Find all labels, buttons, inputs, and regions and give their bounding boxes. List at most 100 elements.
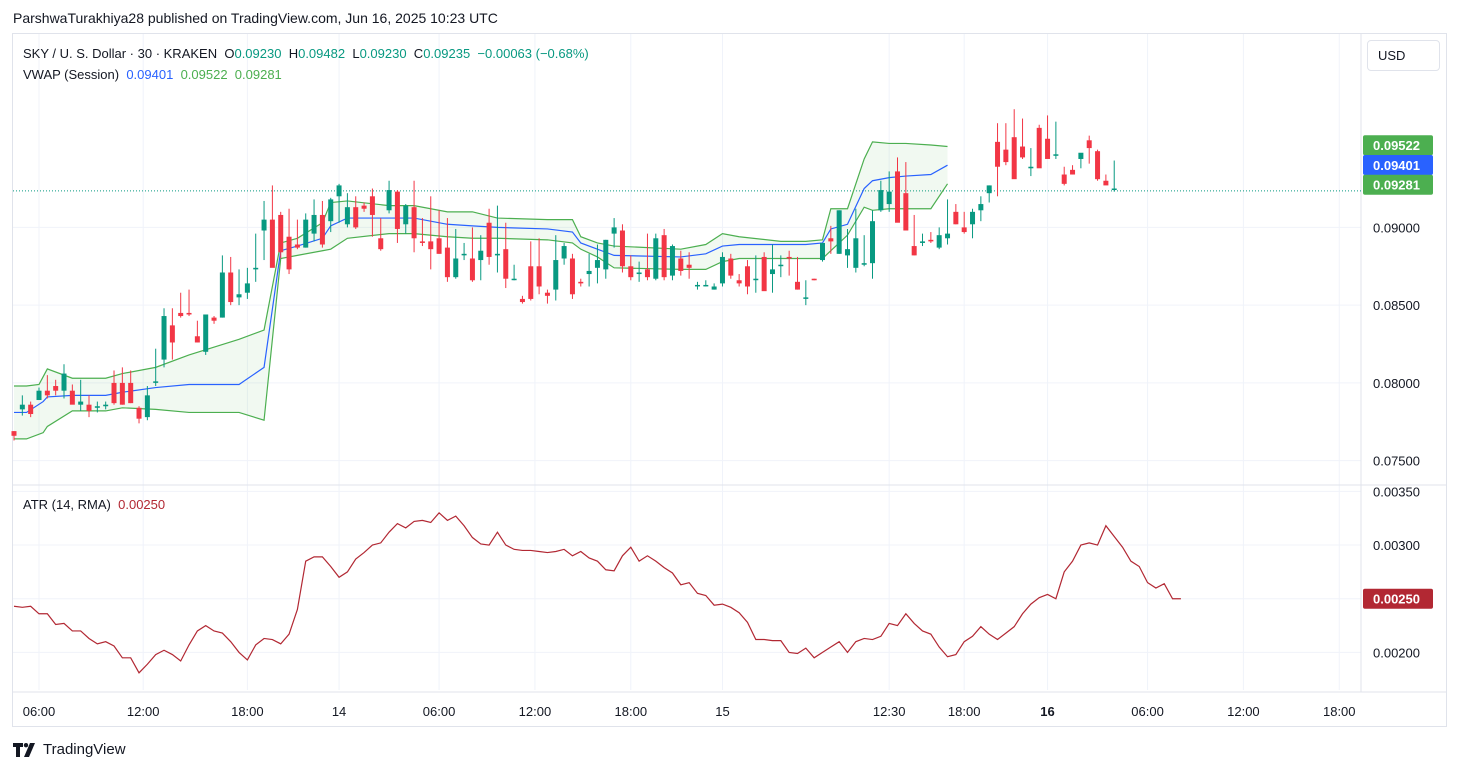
- candle-body: [86, 404, 92, 411]
- candle-body: [186, 312, 192, 315]
- candle-body: [219, 272, 225, 318]
- price-tag: 0.09281: [1373, 178, 1420, 193]
- vwap-legend: VWAP (Session) 0.09401 0.09522 0.09281: [23, 67, 282, 82]
- candle: [1028, 148, 1034, 177]
- candle-body: [978, 204, 984, 211]
- candle: [1045, 115, 1051, 159]
- candle: [769, 244, 775, 293]
- candle: [461, 242, 467, 261]
- candle: [278, 211, 284, 259]
- candle-body: [769, 269, 775, 275]
- atr-tick-label: 0.00200: [1373, 645, 1420, 660]
- candle-body: [144, 395, 150, 418]
- candle-body: [461, 253, 467, 256]
- candle-body: [803, 297, 809, 299]
- atr-tag: 0.00250: [1373, 592, 1420, 607]
- atr-label[interactable]: ATR (14, RMA): [23, 497, 111, 512]
- candle: [486, 208, 492, 265]
- candle-body: [1070, 169, 1076, 175]
- price-tick-label: 0.08000: [1373, 376, 1420, 391]
- time-tick-label: 15: [715, 704, 729, 719]
- candle: [494, 205, 500, 273]
- price-tag-bg: [1363, 135, 1433, 156]
- atr-tag-bg: [1363, 588, 1433, 609]
- candle: [1095, 149, 1101, 181]
- time-tick-label: 12:00: [1227, 704, 1260, 719]
- candle-body: [386, 190, 392, 211]
- candle-body: [928, 239, 934, 242]
- candle: [169, 308, 175, 360]
- candle: [469, 227, 475, 282]
- candle-body: [1020, 146, 1026, 158]
- candle: [661, 228, 667, 281]
- candle-body: [444, 247, 450, 278]
- candle: [819, 242, 825, 262]
- candle: [386, 180, 392, 214]
- candle: [1020, 118, 1026, 159]
- high-value: 0.09482: [298, 46, 346, 61]
- candle-body: [653, 238, 659, 279]
- vwap-upper-value: 0.09522: [180, 67, 228, 82]
- candle-body: [870, 221, 876, 264]
- candle-body: [578, 281, 584, 284]
- price-tag-bg: [1363, 155, 1433, 176]
- candle: [561, 242, 567, 265]
- candle: [578, 278, 584, 287]
- candle: [353, 196, 359, 229]
- candle: [636, 261, 642, 282]
- candle-body: [394, 191, 400, 229]
- symbol-name[interactable]: SKY / U. S. Dollar · 30 · KRAKEN: [23, 46, 218, 61]
- candle: [953, 204, 959, 225]
- vwap-value: 0.09401: [126, 67, 174, 82]
- candle-body: [69, 390, 75, 405]
- candle: [19, 395, 25, 416]
- candle-body: [453, 258, 459, 278]
- candle-body: [1061, 174, 1067, 184]
- candle: [203, 314, 209, 355]
- vwap-label[interactable]: VWAP (Session): [23, 67, 120, 82]
- vwap-band-fill: [14, 141, 948, 439]
- candle: [936, 227, 942, 250]
- candle-body: [103, 404, 109, 407]
- candle: [1061, 166, 1067, 186]
- candle-body: [336, 185, 342, 197]
- high-label: H: [288, 46, 299, 61]
- candle: [61, 364, 67, 399]
- candle-body: [678, 258, 684, 271]
- candle-body: [494, 253, 500, 256]
- candle: [186, 289, 192, 317]
- candle-body: [436, 238, 442, 254]
- candle-body: [403, 205, 409, 225]
- candle-body: [786, 256, 792, 259]
- candle: [211, 316, 217, 324]
- price-tick-label: 0.08500: [1373, 298, 1420, 313]
- candle-body: [378, 238, 384, 250]
- candle-body: [895, 171, 901, 223]
- candle-body: [836, 210, 842, 254]
- candle-body: [794, 281, 800, 290]
- candle: [1111, 160, 1117, 192]
- candle: [986, 185, 992, 203]
- candle: [669, 244, 675, 281]
- candle-body: [19, 404, 25, 410]
- tradingview-logo[interactable]: TradingView: [13, 741, 126, 758]
- candle: [928, 232, 934, 243]
- candle-body: [744, 266, 750, 287]
- candle: [903, 162, 909, 231]
- time-tick-label: 18:00: [231, 704, 264, 719]
- time-tick-label: 14: [332, 704, 346, 719]
- candle: [11, 431, 17, 441]
- candle: [361, 202, 367, 212]
- candle: [194, 320, 200, 343]
- candle: [136, 406, 142, 424]
- candle-body: [1095, 151, 1101, 180]
- candle-body: [536, 266, 542, 287]
- candle-body: [528, 266, 534, 299]
- close-label: C: [413, 46, 424, 61]
- time-tick-label: 12:00: [127, 704, 160, 719]
- candle: [286, 208, 292, 275]
- candle-body: [428, 241, 434, 250]
- currency-button[interactable]: USD: [1367, 40, 1440, 71]
- candle-body: [303, 219, 309, 248]
